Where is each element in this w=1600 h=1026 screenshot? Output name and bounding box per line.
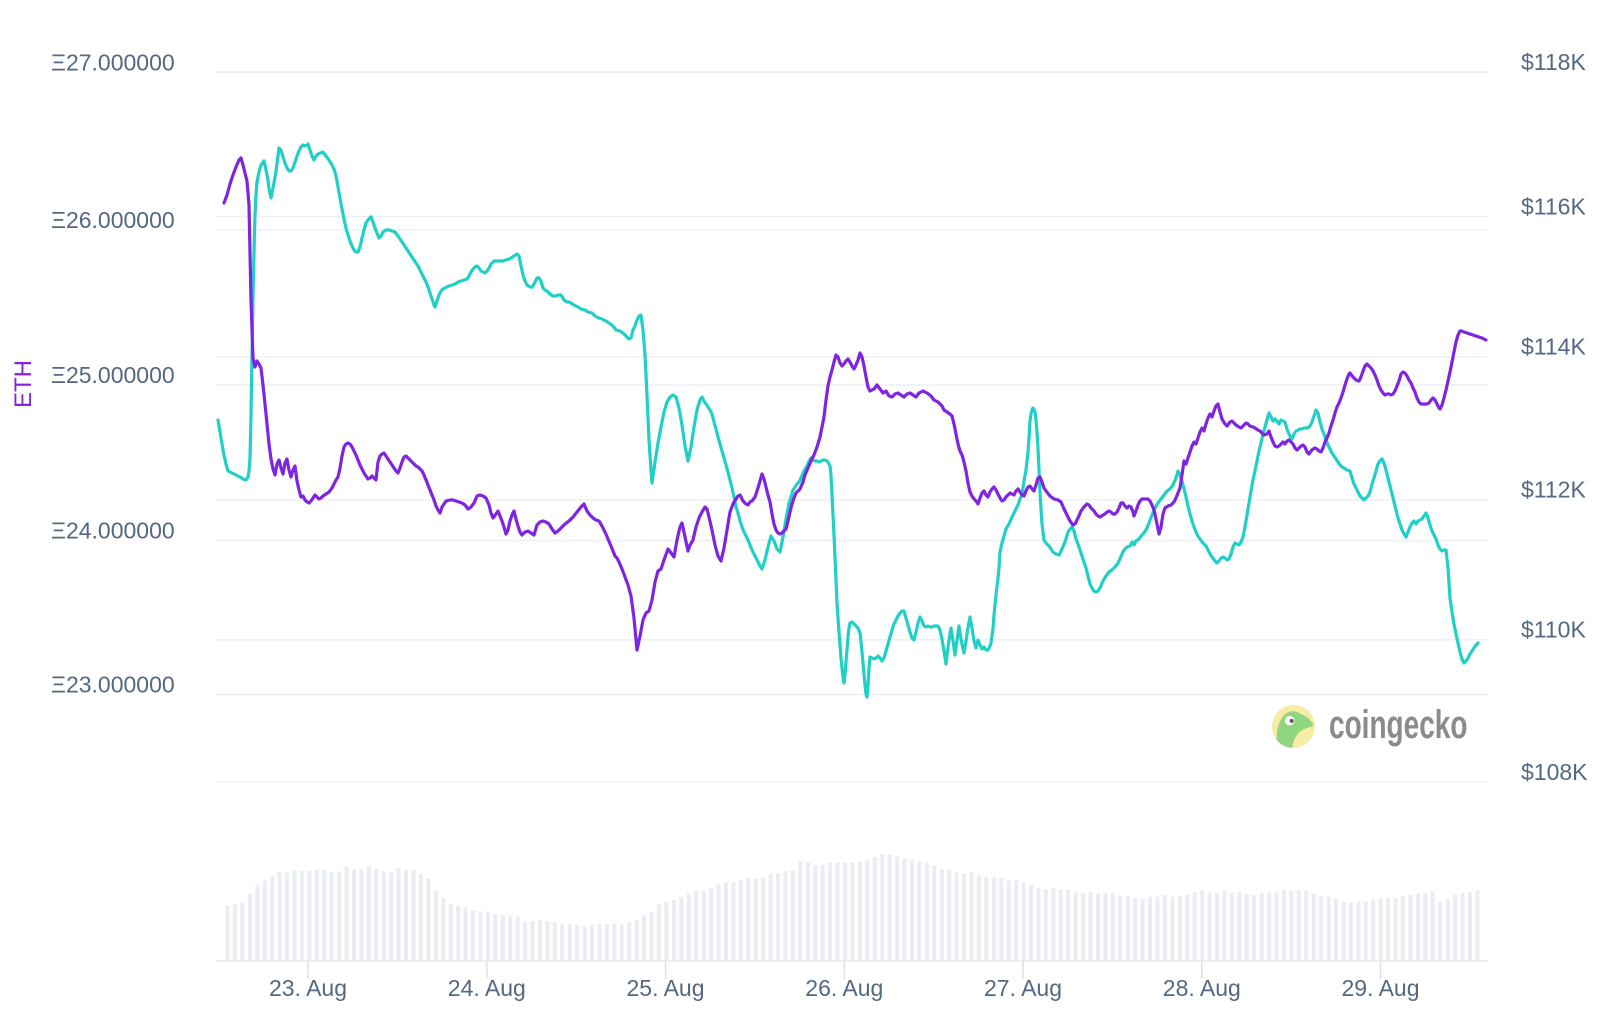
svg-text:29. Aug: 29. Aug <box>1341 975 1419 1001</box>
svg-text:$114K: $114K <box>1521 334 1586 360</box>
svg-text:24. Aug: 24. Aug <box>448 975 526 1001</box>
svg-text:25. Aug: 25. Aug <box>626 975 704 1001</box>
svg-text:23. Aug: 23. Aug <box>269 975 347 1001</box>
svg-text:$116K: $116K <box>1521 193 1586 219</box>
svg-text:$118K: $118K <box>1521 49 1586 75</box>
svg-text:28. Aug: 28. Aug <box>1163 975 1241 1001</box>
svg-text:27. Aug: 27. Aug <box>984 975 1062 1001</box>
svg-text:ETH: ETH <box>10 360 37 408</box>
svg-text:$110K: $110K <box>1521 617 1586 643</box>
svg-text:Ξ26.000000: Ξ26.000000 <box>51 207 175 233</box>
svg-text:Ξ27.000000: Ξ27.000000 <box>51 49 175 75</box>
svg-text:$112K: $112K <box>1521 477 1586 503</box>
svg-text:coingecko: coingecko <box>1329 703 1467 747</box>
svg-text:Ξ25.000000: Ξ25.000000 <box>51 362 175 388</box>
svg-text:26. Aug: 26. Aug <box>805 975 883 1001</box>
svg-text:Ξ23.000000: Ξ23.000000 <box>51 671 175 697</box>
svg-text:Ξ24.000000: Ξ24.000000 <box>51 517 175 543</box>
svg-text:$108K: $108K <box>1521 759 1588 785</box>
